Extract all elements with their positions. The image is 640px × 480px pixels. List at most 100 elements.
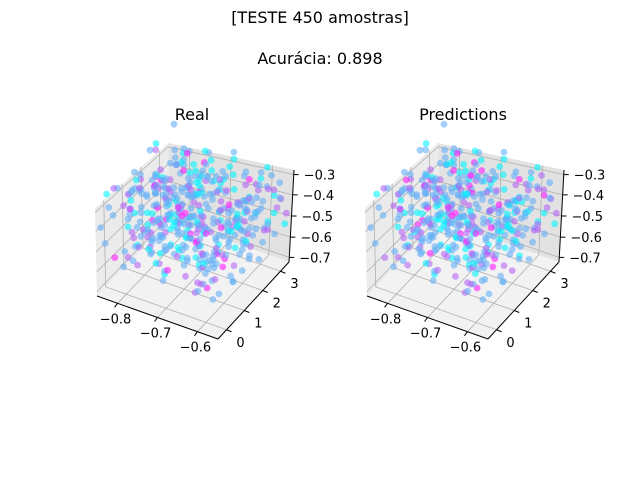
scatter-point [511,218,518,225]
scatter-point [452,272,459,280]
scatter-point [187,204,195,212]
scatter-point [196,235,204,243]
scatter-point [460,161,467,168]
scatter-point [474,265,482,273]
scatter-point [245,194,253,202]
scatter-point [173,253,181,260]
scatter-point [204,265,212,273]
scatter-point [404,261,411,269]
scatter-point [421,189,429,197]
scatter-point [390,263,397,271]
scatter-point [497,272,504,280]
scatter-point [443,160,451,168]
scatter-point [162,191,170,199]
scatter-points [367,120,560,303]
y-tick-mark [532,290,538,293]
y-tick-label: 3 [290,277,298,292]
z-tick-label: −0.5 [302,210,334,225]
scatter-point [546,179,554,187]
scatter-point [472,161,480,168]
scatter-point [437,159,444,167]
scatter-point [264,185,272,193]
scatter-point [512,181,520,189]
scatter-point [402,176,410,184]
scatter-point [398,186,406,194]
x-tick-label: −0.7 [140,327,172,342]
scatter-point [211,276,219,283]
scatter-point [111,254,119,261]
x-tick-mark [114,303,118,308]
x-tick-label: −0.6 [180,341,212,356]
scatter-point [512,168,520,176]
scatter-point [487,197,495,205]
scatter-point [487,224,495,232]
scatter-point [448,246,456,254]
scatter-point [200,193,208,200]
scatter-point [209,256,217,264]
scatter-point [178,188,186,196]
scatter-point [391,248,399,255]
scatter-point [434,211,441,219]
scatter-point [481,276,489,283]
scatter-point [523,194,530,202]
scatter-point [270,192,278,199]
y-tick-mark [262,290,268,293]
scatter-point [526,181,533,189]
scatter-point [101,240,109,247]
y-axis-line [217,261,290,340]
scatter-point [203,173,211,181]
scatter-point [245,176,253,183]
scatter-point [146,146,154,154]
scatter-point [466,235,474,243]
scatter-point [440,222,448,230]
scatter-point [160,183,168,191]
scatter-point [472,230,480,237]
scatter-point [207,156,215,164]
scatter-point [186,234,193,242]
x-tick-label: −0.7 [410,327,442,342]
scatter-point [194,287,202,295]
scatter-point [432,175,440,183]
scatter-point [429,277,437,284]
scatter-point [226,235,234,243]
scatter-point [464,279,471,286]
scatter-point [463,179,471,186]
scatter-point [202,230,210,237]
scatter-point [487,206,495,214]
scatter-point [525,256,533,263]
scatter-point [268,172,275,179]
x-tick-mark [464,331,468,336]
scatter-point [225,243,233,251]
scatter-point [443,253,451,260]
scatter-point [213,188,221,196]
y-axis-line [487,261,560,340]
scatter-point [225,209,233,217]
scatter-point [463,229,470,237]
scatter-point [180,145,188,152]
scatter-point [170,184,178,192]
scatter-point [371,240,379,247]
scatter-point [183,150,191,157]
scatter-point [407,203,415,211]
scatter-point [245,255,253,263]
scatter-point [451,209,459,217]
scatter-point [270,186,278,194]
y-tick-label: 3 [560,277,568,292]
scatter-point [206,190,214,198]
scatter-point [236,250,244,258]
scatter-point [208,177,216,185]
scatter-point [423,200,431,208]
scatter-point [173,195,181,202]
scatter-point [472,200,480,208]
scatter-point [190,161,198,168]
scatter-point [212,244,220,252]
scatter-point [162,229,169,236]
scatter-point [124,215,132,223]
scatter-point [163,198,171,206]
scatter-point [162,246,170,254]
scatter-point [448,188,456,196]
scatter-point [148,210,156,218]
scatter-point [153,182,161,189]
y-tick-mark [226,329,232,333]
scatter-point [152,259,160,267]
